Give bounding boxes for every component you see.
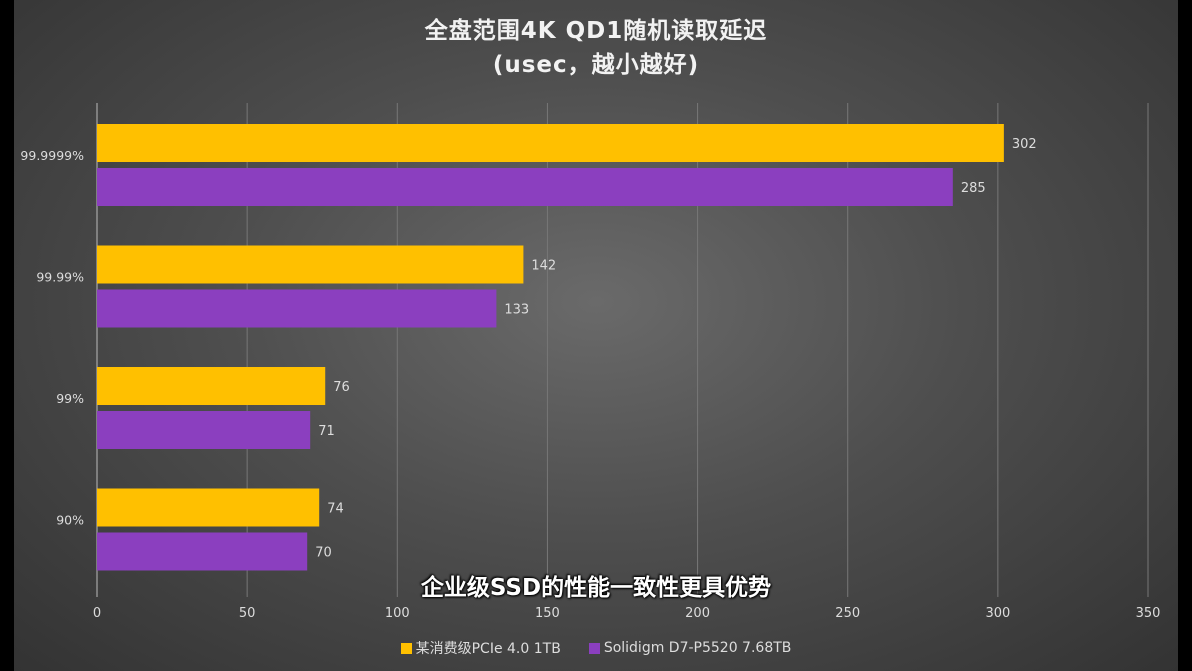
data-label: 285 bbox=[961, 181, 986, 196]
legend-swatch bbox=[588, 642, 600, 654]
bar bbox=[97, 532, 308, 571]
y-tick-label: 90% bbox=[56, 512, 84, 527]
bar bbox=[97, 488, 320, 527]
x-tick-label: 50 bbox=[239, 606, 256, 621]
bar bbox=[97, 367, 326, 405]
bar bbox=[97, 411, 311, 449]
data-label: 142 bbox=[531, 259, 556, 274]
subtitle-line: (usec，越小越好) bbox=[492, 52, 700, 78]
title-line: 全盘范围4K QD1随机读取延迟 bbox=[424, 18, 768, 44]
data-label: 76 bbox=[333, 380, 350, 395]
x-tick-label: 150 bbox=[535, 606, 560, 621]
y-tick-label: 99.99% bbox=[36, 269, 84, 284]
y-tick-label: 99% bbox=[56, 391, 84, 406]
data-label: 71 bbox=[318, 424, 335, 439]
bar bbox=[97, 124, 1004, 162]
bar bbox=[97, 245, 524, 284]
legend-item-consumer: 某消费级PCIe 4.0 1TB bbox=[400, 638, 561, 658]
data-label: 74 bbox=[327, 502, 344, 517]
x-tick-label: 200 bbox=[685, 606, 710, 621]
x-tick-label: 100 bbox=[385, 606, 410, 621]
bar bbox=[97, 168, 953, 206]
legend-label: Solidigm D7-P5520 7.68TB bbox=[603, 640, 792, 656]
legend-label: 某消费级PCIe 4.0 1TB bbox=[415, 641, 561, 657]
x-tick-label: 250 bbox=[835, 606, 860, 621]
chart-title: 全盘范围4K QD1随机读取延迟 (usec，越小越好) bbox=[0, 14, 1192, 82]
video-caption: 企业级SSD的性能一致性更具优势 bbox=[420, 575, 772, 601]
data-label: 70 bbox=[315, 546, 332, 561]
legend-item-solidigm: Solidigm D7-P5520 7.68TB bbox=[588, 638, 792, 658]
data-label: 133 bbox=[504, 303, 529, 318]
x-tick-label: 300 bbox=[985, 606, 1010, 621]
legend: 某消费级PCIe 4.0 1TB Solidigm D7-P5520 7.68T… bbox=[0, 638, 1192, 658]
data-label: 302 bbox=[1012, 137, 1037, 152]
bar bbox=[97, 289, 497, 328]
legend-swatch bbox=[400, 642, 412, 654]
x-tick-label: 350 bbox=[1136, 606, 1161, 621]
y-tick-label: 99.9999% bbox=[20, 148, 84, 163]
x-tick-label: 0 bbox=[93, 606, 101, 621]
